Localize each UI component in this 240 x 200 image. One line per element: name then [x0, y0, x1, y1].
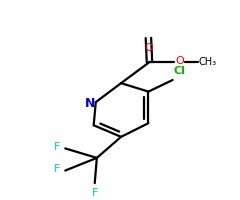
Text: Cl: Cl [174, 66, 186, 76]
Text: O: O [175, 56, 184, 66]
Text: F: F [54, 142, 60, 152]
Text: F: F [54, 164, 60, 174]
Text: CH₃: CH₃ [199, 57, 217, 67]
Text: F: F [91, 188, 98, 198]
Text: O: O [144, 43, 153, 53]
Text: N: N [85, 97, 96, 110]
